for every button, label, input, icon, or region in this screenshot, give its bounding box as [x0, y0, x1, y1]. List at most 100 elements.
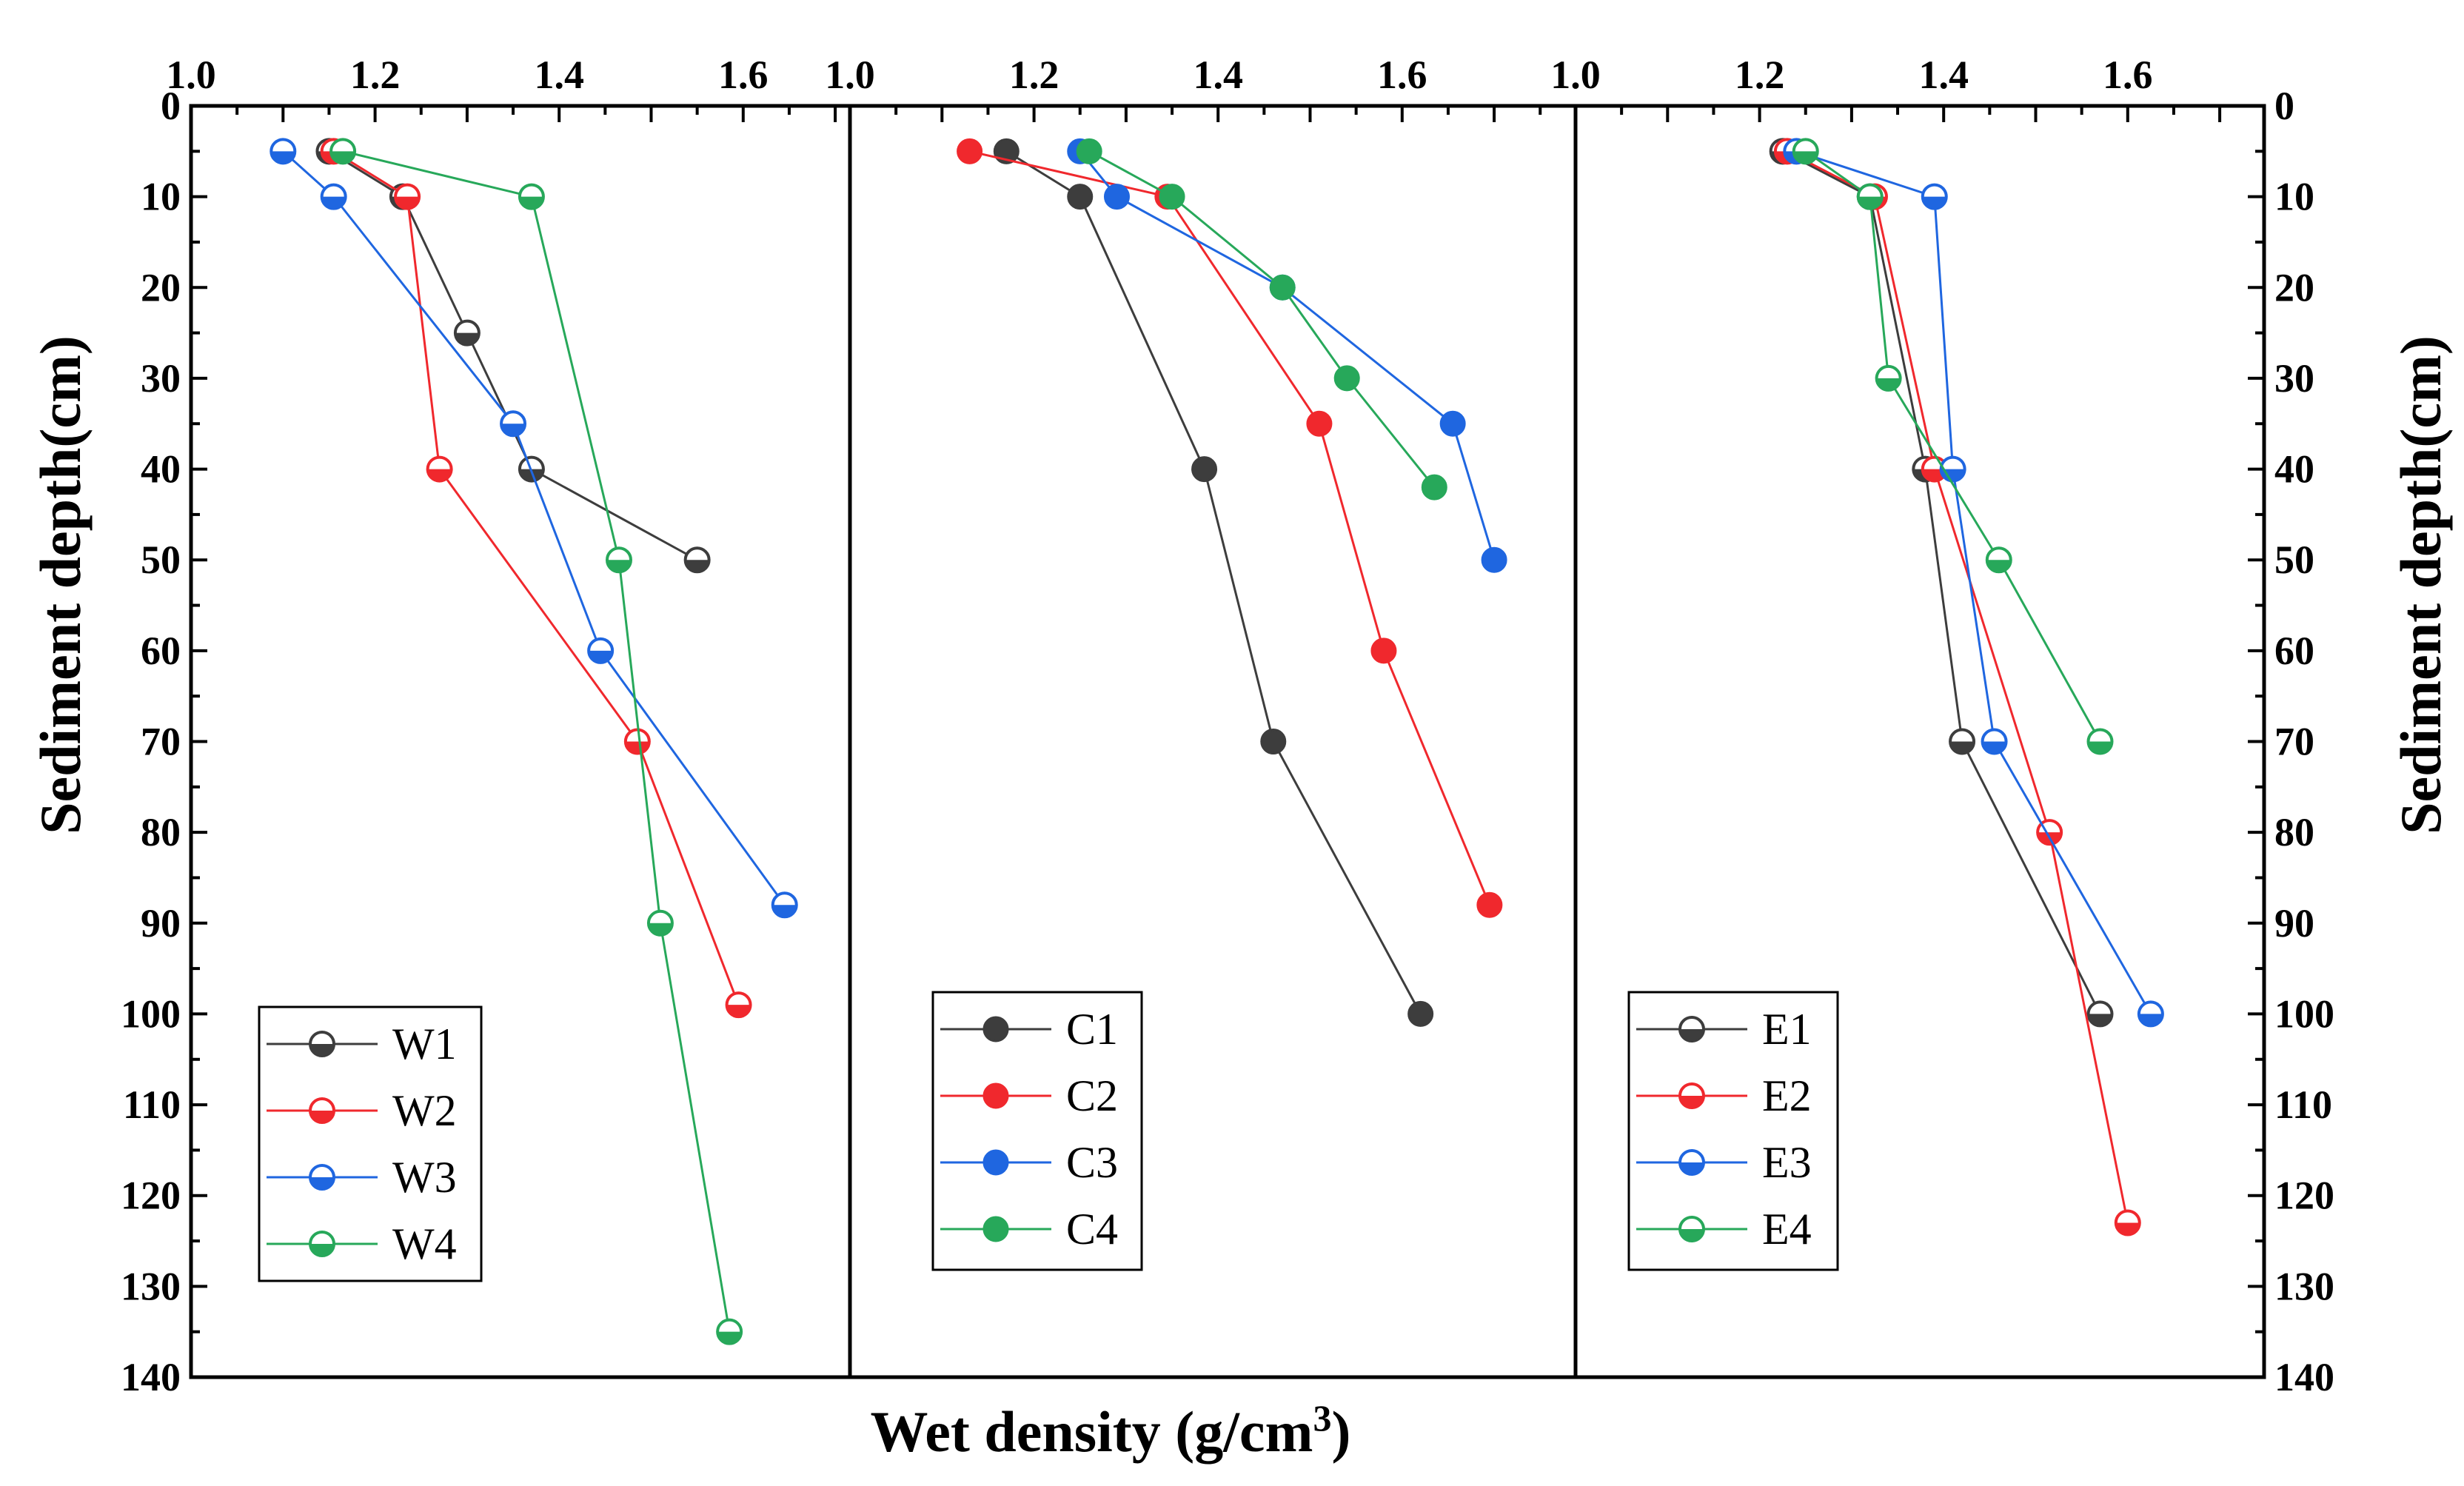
data-point-W1-5-half [685, 560, 709, 572]
data-point-C4-2-dot [1159, 184, 1185, 210]
data-point-E2-5 [2114, 1209, 2141, 1236]
data-point-E1-4-half [1950, 741, 1975, 754]
y-tick-label-left-140: 140 [121, 1355, 181, 1399]
x-tick-label-E-1.0: 1.0 [1550, 53, 1601, 97]
legend-label-E4: E4 [1762, 1205, 1812, 1254]
data-point-C2-3 [1306, 410, 1333, 437]
data-point-W4-1 [329, 138, 357, 165]
data-point-W4-5 [716, 1318, 743, 1345]
data-point-W2-4 [623, 728, 651, 755]
legend-label-W4: W4 [392, 1219, 457, 1268]
legend-marker-W1 [309, 1031, 335, 1057]
data-point-E3-3-half [1941, 469, 1965, 481]
data-point-W4-3-half [606, 560, 631, 572]
y-tick-label-right-10: 10 [2274, 175, 2314, 219]
data-point-E4-4 [1985, 546, 2012, 574]
data-point-C4-5 [1421, 474, 1447, 501]
data-point-W3-2-half [321, 196, 346, 209]
data-point-C4-4-dot [1333, 365, 1360, 392]
legend-label-W3: W3 [392, 1153, 457, 1202]
data-point-W2-2 [394, 183, 421, 210]
data-point-E3-5-half [2138, 1014, 2163, 1026]
data-point-E3-2 [1921, 183, 1948, 210]
data-point-W3-4-half [589, 650, 613, 663]
legend-marker-W2-half [310, 1111, 334, 1122]
legend-label-E3: E3 [1762, 1138, 1812, 1187]
y-axis-title-right: Sediment depth(cm) [2388, 335, 2453, 834]
data-point-W4-2-half [519, 196, 543, 209]
data-point-W2-2-half [395, 196, 420, 209]
data-point-C4-5-dot [1421, 474, 1447, 501]
data-point-C1-1 [993, 138, 1020, 164]
data-point-E4-5-half [2088, 741, 2112, 754]
data-point-W3-3 [500, 410, 527, 438]
legend-label-W1: W1 [392, 1020, 457, 1068]
y-tick-label-left-80: 80 [141, 810, 181, 854]
y-tick-label-right-100: 100 [2274, 991, 2334, 1036]
data-point-C2-5-dot [1476, 891, 1503, 918]
y-tick-label-right-50: 50 [2274, 538, 2314, 582]
y-tick-label-right-20: 20 [2274, 265, 2314, 309]
data-point-W3-1-half [271, 151, 295, 164]
data-point-E3-5 [2137, 1000, 2164, 1028]
data-point-E1-5 [2086, 1000, 2114, 1028]
legend-marker-C4 [982, 1216, 1009, 1242]
x-tick-label-C-1.0: 1.0 [825, 53, 875, 97]
legend-marker-E3 [1678, 1149, 1705, 1176]
legend-W: W1 W2 W3 W4 [258, 1005, 483, 1282]
data-point-W2-4-half [625, 741, 649, 754]
data-point-W1-3-half [455, 332, 479, 345]
legend-box-E [1627, 991, 1839, 1271]
data-point-E4-2-half [1858, 196, 1882, 209]
y-tick-label-right-110: 110 [2274, 1082, 2332, 1127]
data-point-C2-1-dot [957, 138, 983, 164]
legend-label-C4: C4 [1066, 1205, 1118, 1254]
data-point-C1-3 [1191, 456, 1218, 483]
series-line-E3 [1795, 150, 2152, 1015]
legend-label-C2: C2 [1066, 1071, 1118, 1120]
y-tick-label-right-30: 30 [2274, 356, 2314, 401]
legend-marker-C4-dot [982, 1216, 1009, 1242]
data-point-W1-4-half [519, 469, 543, 481]
data-point-E4-3 [1875, 364, 1902, 392]
x-tick-label-W-1.0: 1.0 [166, 53, 216, 97]
x-tick-label-W-1.4: 1.4 [534, 53, 584, 97]
series-line-E1 [1782, 150, 2101, 1015]
data-point-W1-5 [683, 546, 711, 574]
data-point-W2-5-half [726, 1005, 751, 1017]
y-tick-label-right-40: 40 [2274, 447, 2314, 492]
legend-marker-E3-half [1680, 1162, 1704, 1174]
y-tick-label-left-60: 60 [141, 629, 181, 673]
x-tick-label-W-1.2: 1.2 [350, 53, 401, 97]
legend-marker-C3 [982, 1149, 1009, 1176]
data-point-W1-3 [453, 319, 481, 347]
y-tick-label-left-0: 0 [161, 84, 181, 128]
y-tick-label-right-140: 140 [2274, 1355, 2334, 1399]
data-point-E4-4-half [1986, 560, 2011, 572]
data-point-C4-3 [1269, 274, 1296, 301]
data-point-W2-3 [426, 455, 453, 483]
data-point-W4-1-half [331, 151, 355, 164]
data-point-E4-2 [1856, 183, 1884, 210]
series-line-W2 [332, 150, 740, 1005]
data-point-E3-4-half [1982, 741, 2006, 754]
data-point-W3-2 [320, 183, 347, 210]
y-tick-label-left-10: 10 [141, 175, 181, 219]
data-point-W3-3-half [501, 424, 526, 436]
y-tick-label-right-120: 120 [2274, 1174, 2334, 1218]
data-point-E4-1-half [1793, 151, 1818, 164]
data-point-C4-1 [1076, 138, 1102, 164]
data-point-W4-2 [518, 183, 545, 210]
legend-marker-C1 [982, 1016, 1009, 1042]
data-point-E1-5-half [2088, 1014, 2112, 1026]
x-tick-label-C-1.4: 1.4 [1193, 53, 1243, 97]
data-point-C2-1 [957, 138, 983, 164]
data-point-E4-3-half [1876, 378, 1901, 390]
x-tick-label-E-1.6: 1.6 [2103, 53, 2153, 97]
series-line-C1 [1005, 150, 1422, 1015]
y-axis-title-left: Sediment depth(cm) [28, 335, 93, 834]
series-line-W3 [282, 150, 786, 906]
data-point-C1-2-dot [1067, 184, 1094, 210]
y-tick-label-left-30: 30 [141, 356, 181, 401]
